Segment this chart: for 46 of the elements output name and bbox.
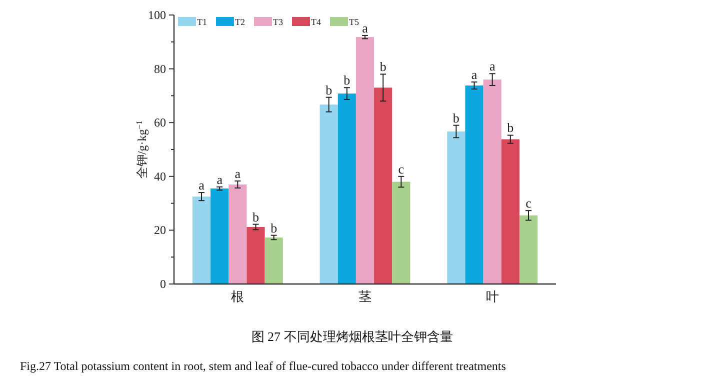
bar bbox=[374, 88, 392, 284]
legend-label: T2 bbox=[235, 17, 245, 27]
y-tick-label: 40 bbox=[154, 169, 166, 184]
bar bbox=[320, 104, 338, 284]
data-label: a bbox=[471, 66, 478, 82]
data-label: b bbox=[252, 209, 259, 224]
data-label: b bbox=[270, 220, 278, 236]
data-label: b bbox=[452, 110, 460, 126]
y-tick-label: 20 bbox=[154, 223, 166, 238]
bar bbox=[246, 226, 265, 284]
y-tick-label: 80 bbox=[154, 62, 166, 76]
bar bbox=[483, 80, 502, 284]
text: 图 27 不同处理烤烟根茎叶全钾含量 bbox=[251, 329, 453, 344]
y-tick-label: 60 bbox=[154, 116, 166, 130]
bar bbox=[210, 188, 229, 284]
x-tick-label: 叶 bbox=[486, 289, 499, 304]
bar bbox=[264, 237, 283, 284]
bar bbox=[192, 196, 211, 284]
data-label: b bbox=[507, 120, 514, 136]
caption: Fig.27 Total potassium content in root, stem and leaf of flue-cured tobacco under different treatments bbox=[20, 359, 506, 373]
data-label: b bbox=[344, 72, 350, 88]
data-label: b bbox=[326, 82, 332, 98]
x-tick-label: 茎 bbox=[358, 289, 372, 304]
data-label: a bbox=[489, 58, 496, 74]
bar bbox=[447, 131, 466, 284]
x-tick-label: 根 bbox=[231, 289, 244, 304]
bar bbox=[392, 182, 410, 284]
data-label: c bbox=[398, 161, 404, 176]
legend-label: T4 bbox=[311, 17, 322, 27]
bar bbox=[228, 184, 247, 284]
y-tick-label: 0 bbox=[160, 277, 166, 291]
legend-label: T5 bbox=[349, 17, 360, 27]
data-label: c bbox=[526, 196, 532, 211]
data-label: a bbox=[216, 172, 223, 187]
data-label: a bbox=[234, 166, 241, 181]
bar bbox=[501, 139, 520, 284]
data-label: b bbox=[380, 59, 386, 74]
data-label: a bbox=[362, 20, 368, 36]
data-label: a bbox=[198, 178, 205, 193]
y-tick-label: 100 bbox=[148, 8, 166, 22]
legend-label: T1 bbox=[197, 17, 207, 27]
bar bbox=[338, 94, 356, 284]
bar bbox=[519, 215, 538, 284]
bar bbox=[465, 85, 484, 284]
bar bbox=[356, 37, 374, 284]
legend-label: T3 bbox=[273, 17, 284, 27]
